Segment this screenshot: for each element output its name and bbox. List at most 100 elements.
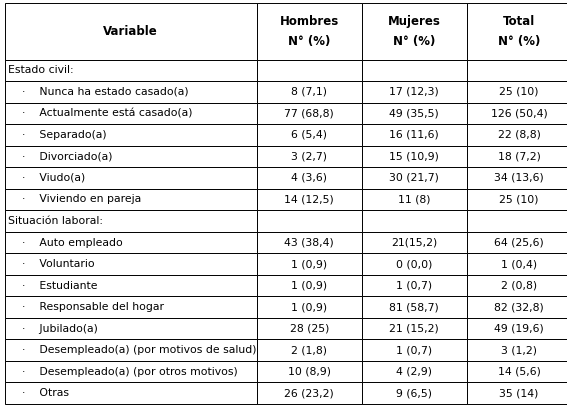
- Bar: [5, 296, 257, 318]
- Text: 2 (0,8): 2 (0,8): [501, 281, 537, 291]
- Text: 28 (25): 28 (25): [290, 324, 329, 334]
- Bar: [5, 145, 257, 167]
- Bar: [5, 232, 257, 253]
- Bar: [5, 60, 257, 81]
- Text: 3 (2,7): 3 (2,7): [291, 151, 327, 162]
- Bar: [5, 81, 257, 103]
- Bar: [257, 81, 362, 103]
- Text: Situación laboral:: Situación laboral:: [8, 216, 103, 226]
- Bar: [5, 339, 257, 361]
- Text: 126 (50,4): 126 (50,4): [490, 109, 548, 118]
- Text: ·    Nunca ha estado casado(a): · Nunca ha estado casado(a): [8, 87, 189, 97]
- Text: 4 (2,9): 4 (2,9): [396, 367, 432, 377]
- Text: 30 (21,7): 30 (21,7): [390, 173, 439, 183]
- Bar: [467, 232, 567, 253]
- Bar: [362, 361, 467, 383]
- Text: 22 (8,8): 22 (8,8): [498, 130, 540, 140]
- Bar: [257, 103, 362, 124]
- Bar: [362, 296, 467, 318]
- Bar: [362, 275, 467, 296]
- Bar: [467, 3, 567, 60]
- Text: 15 (10,9): 15 (10,9): [390, 151, 439, 162]
- Text: 82 (32,8): 82 (32,8): [494, 302, 544, 312]
- Text: 16 (11,6): 16 (11,6): [390, 130, 439, 140]
- Bar: [467, 189, 567, 210]
- Text: 1 (0,7): 1 (0,7): [396, 281, 432, 291]
- Bar: [467, 124, 567, 145]
- Bar: [467, 60, 567, 81]
- Bar: [362, 318, 467, 339]
- Bar: [467, 339, 567, 361]
- Bar: [257, 361, 362, 383]
- Bar: [5, 3, 257, 60]
- Bar: [467, 361, 567, 383]
- Text: 1 (0,9): 1 (0,9): [291, 302, 327, 312]
- Text: N° (%): N° (%): [498, 35, 540, 48]
- Text: 18 (7,2): 18 (7,2): [498, 151, 540, 162]
- Text: 35 (14): 35 (14): [500, 388, 539, 398]
- Text: 25 (10): 25 (10): [500, 87, 539, 97]
- Text: ·    Desempleado(a) (por motivos de salud): · Desempleado(a) (por motivos de salud): [8, 345, 256, 355]
- Text: ·    Viudo(a): · Viudo(a): [8, 173, 85, 183]
- Text: 77 (68,8): 77 (68,8): [285, 109, 334, 118]
- Text: ·    Voluntario: · Voluntario: [8, 259, 95, 269]
- Text: 43 (38,4): 43 (38,4): [285, 238, 334, 247]
- Bar: [362, 145, 467, 167]
- Bar: [5, 275, 257, 296]
- Bar: [257, 145, 362, 167]
- Bar: [5, 103, 257, 124]
- Bar: [5, 383, 257, 404]
- Bar: [362, 253, 467, 275]
- Bar: [362, 189, 467, 210]
- Bar: [257, 383, 362, 404]
- Text: Variable: Variable: [103, 25, 158, 38]
- Text: 49 (35,5): 49 (35,5): [390, 109, 439, 118]
- Bar: [257, 339, 362, 361]
- Bar: [467, 145, 567, 167]
- Text: 9 (6,5): 9 (6,5): [396, 388, 432, 398]
- Text: ·    Estudiante: · Estudiante: [8, 281, 98, 291]
- Text: ·    Viviendo en pareja: · Viviendo en pareja: [8, 194, 141, 205]
- Text: 25 (10): 25 (10): [500, 194, 539, 205]
- Text: 3 (1,2): 3 (1,2): [501, 345, 537, 355]
- Bar: [467, 383, 567, 404]
- Bar: [5, 189, 257, 210]
- Text: ·    Otras: · Otras: [8, 388, 69, 398]
- Text: ·    Actualmente está casado(a): · Actualmente está casado(a): [8, 109, 192, 118]
- Text: 8 (7,1): 8 (7,1): [291, 87, 327, 97]
- Text: ·    Separado(a): · Separado(a): [8, 130, 107, 140]
- Text: 14 (12,5): 14 (12,5): [285, 194, 334, 205]
- Text: Estado civil:: Estado civil:: [8, 65, 74, 75]
- Text: 64 (25,6): 64 (25,6): [494, 238, 544, 247]
- Bar: [257, 189, 362, 210]
- Bar: [467, 167, 567, 189]
- Bar: [362, 210, 467, 232]
- Bar: [467, 318, 567, 339]
- Bar: [257, 124, 362, 145]
- Bar: [5, 361, 257, 383]
- Bar: [257, 60, 362, 81]
- Bar: [467, 210, 567, 232]
- Bar: [362, 383, 467, 404]
- Text: 2 (1,8): 2 (1,8): [291, 345, 327, 355]
- Bar: [257, 296, 362, 318]
- Text: ·    Desempleado(a) (por otros motivos): · Desempleado(a) (por otros motivos): [8, 367, 238, 377]
- Bar: [257, 167, 362, 189]
- Bar: [362, 3, 467, 60]
- Text: 21(15,2): 21(15,2): [391, 238, 437, 247]
- Text: Total: Total: [503, 15, 535, 28]
- Bar: [257, 232, 362, 253]
- Text: 10 (8,9): 10 (8,9): [288, 367, 331, 377]
- Bar: [362, 81, 467, 103]
- Text: 21 (15,2): 21 (15,2): [390, 324, 439, 334]
- Text: Hombres: Hombres: [280, 15, 339, 28]
- Bar: [467, 81, 567, 103]
- Bar: [362, 103, 467, 124]
- Bar: [257, 275, 362, 296]
- Text: 1 (0,9): 1 (0,9): [291, 259, 327, 269]
- Text: 4 (3,6): 4 (3,6): [291, 173, 327, 183]
- Bar: [362, 60, 467, 81]
- Text: ·    Divorciado(a): · Divorciado(a): [8, 151, 112, 162]
- Bar: [467, 296, 567, 318]
- Bar: [362, 339, 467, 361]
